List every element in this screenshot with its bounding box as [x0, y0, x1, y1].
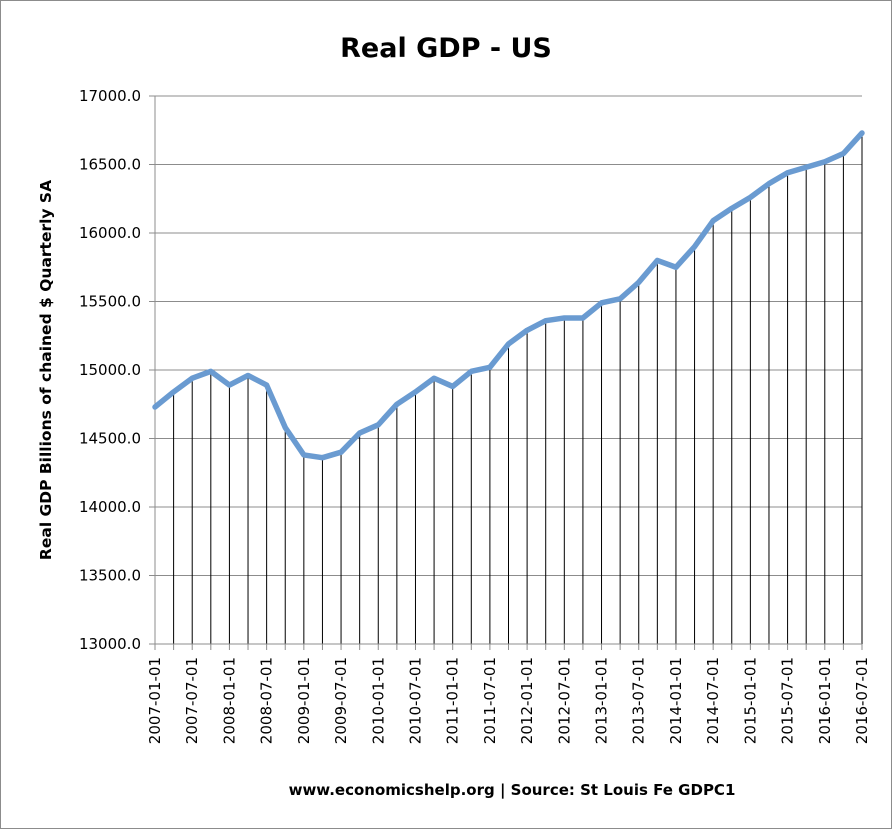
x-tick-label: 2014-01-01	[667, 657, 685, 744]
data-point	[228, 384, 231, 387]
data-point	[656, 259, 659, 262]
data-point	[544, 319, 547, 322]
data-point	[581, 316, 584, 319]
data-point	[507, 342, 510, 345]
x-tick-label: 2011-01-01	[444, 657, 462, 744]
x-axis-ticks: 2007-01-01 2007-07-01 2008-01-01 2008-07-01…	[146, 644, 871, 744]
gdp-series	[152, 130, 865, 461]
data-point	[302, 453, 305, 456]
data-point	[209, 370, 212, 373]
data-point	[730, 207, 733, 210]
x-tick-label: 2008-01-01	[220, 657, 238, 744]
data-point	[563, 316, 566, 319]
data-point	[823, 160, 826, 163]
data-point	[805, 166, 808, 169]
y-tick-label: 15500.0	[79, 293, 141, 311]
data-point	[674, 266, 677, 269]
data-point	[265, 384, 268, 387]
x-tick-label: 2010-01-01	[369, 657, 387, 744]
x-tick-label: 2007-01-01	[146, 657, 164, 744]
data-point	[321, 456, 324, 459]
y-tick-label: 16000.0	[79, 224, 141, 242]
x-tick-label: 2016-01-01	[816, 657, 834, 744]
data-point	[637, 281, 640, 284]
x-tick-label: 2010-07-01	[406, 657, 424, 744]
x-tick-label: 2013-01-01	[593, 657, 611, 744]
data-point	[172, 390, 175, 393]
data-point	[861, 131, 863, 134]
y-tick-label: 15000.0	[79, 361, 141, 379]
data-point	[154, 405, 156, 408]
data-point	[191, 377, 194, 380]
x-tick-label: 2015-01-01	[741, 657, 759, 744]
data-point	[340, 451, 343, 454]
data-point	[284, 426, 287, 429]
y-tick-label: 14500.0	[79, 430, 141, 448]
y-axis-title: Real GDP Billions of chained $ Quarterly…	[37, 180, 55, 560]
y-tick-label: 17000.0	[79, 87, 141, 105]
x-tick-label: 2015-07-01	[779, 657, 797, 744]
data-point	[433, 377, 436, 380]
drop-lines	[154, 132, 863, 644]
data-point	[526, 329, 529, 332]
y-axis-ticks: 13000.0 13500.0 14000.0 14500.0 15000.0 15500…	[79, 87, 155, 653]
data-point	[767, 182, 770, 185]
data-point	[247, 374, 250, 377]
x-tick-label: 2007-07-01	[183, 657, 201, 744]
grid-lines	[155, 95, 862, 576]
x-tick-label: 2009-07-01	[332, 657, 350, 744]
data-point	[842, 152, 845, 155]
y-tick-label: 13500.0	[79, 567, 141, 585]
data-point	[358, 432, 361, 435]
x-tick-label: 2009-01-01	[295, 657, 313, 744]
x-tick-label: 2012-01-01	[518, 657, 536, 744]
chart-title: Real GDP - US	[340, 33, 552, 64]
data-point	[749, 196, 752, 199]
x-tick-label: 2011-07-01	[481, 657, 499, 744]
x-tick-label: 2012-07-01	[555, 657, 573, 744]
data-point	[600, 301, 603, 304]
data-point	[786, 171, 789, 174]
x-tick-label: 2016-07-01	[853, 657, 871, 744]
source-note: www.economicshelp.org | Source: St Louis…	[289, 781, 736, 800]
data-point	[619, 297, 622, 300]
y-tick-label: 14000.0	[79, 498, 141, 516]
x-tick-label: 2013-07-01	[630, 657, 648, 744]
data-point	[395, 403, 398, 406]
y-tick-label: 16500.0	[79, 156, 141, 174]
data-point	[488, 366, 491, 369]
data-point	[414, 390, 417, 393]
x-tick-label: 2014-07-01	[704, 657, 722, 744]
data-point	[693, 245, 696, 248]
data-point	[451, 385, 454, 388]
data-point	[377, 423, 380, 426]
data-point	[712, 219, 715, 222]
x-tick-label: 2008-07-01	[258, 657, 276, 744]
data-point	[470, 370, 473, 373]
y-tick-label: 13000.0	[79, 635, 141, 653]
